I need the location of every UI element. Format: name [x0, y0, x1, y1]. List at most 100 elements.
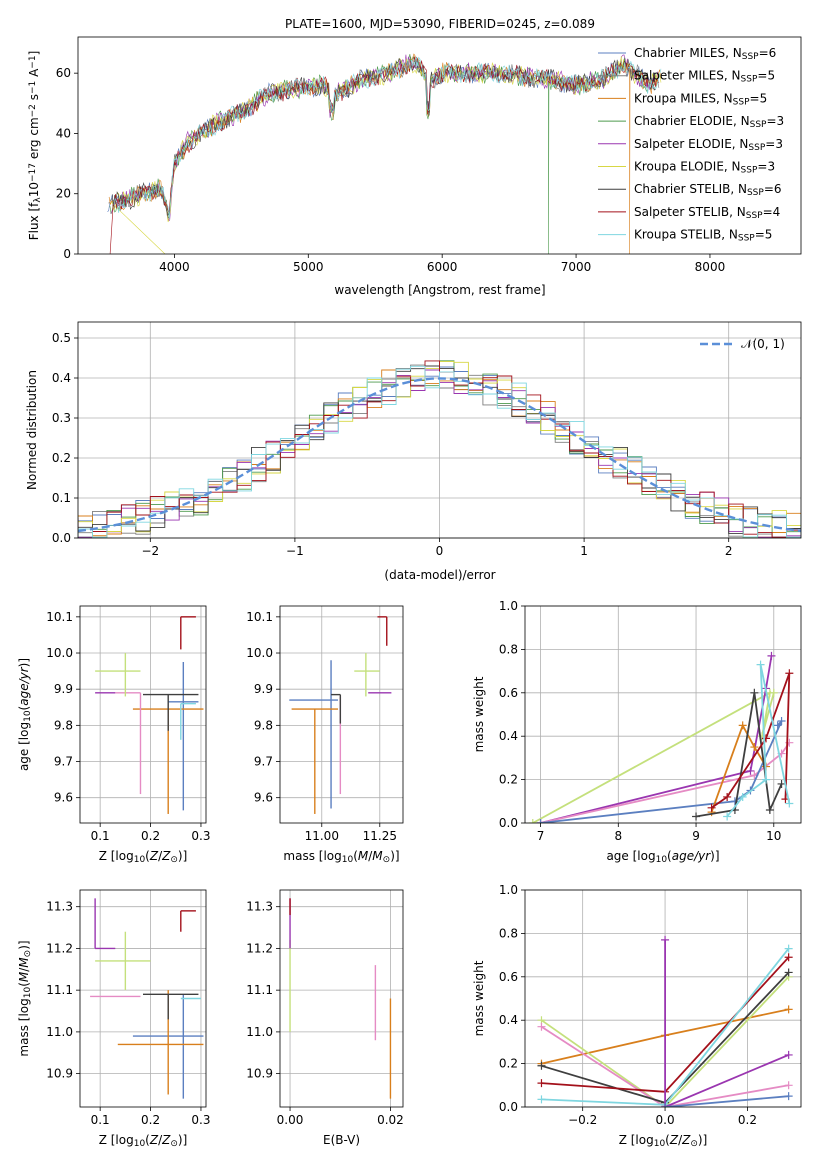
label-part: Z: [149, 849, 159, 863]
y-tick-label: 0.6: [499, 970, 518, 984]
weight-marker: [784, 1092, 793, 1101]
label-part: mass weight: [472, 960, 486, 1036]
legend-entry: Chabrier ELODIE, NSSP=3: [634, 114, 784, 130]
plot-area: [95, 616, 204, 814]
y-tick-label: 10.0: [246, 646, 273, 660]
label-part: SSP: [747, 188, 764, 198]
weight-marker: [738, 792, 747, 801]
label-part: (: [145, 1133, 150, 1147]
axes-residuals: −2 −1 0 1 2 0.0 0.1 0.2 0.3 0.4 0.5 (data-model)/er…: [25, 321, 802, 582]
weight-marker: [746, 766, 755, 775]
axes-frame: [79, 889, 207, 1108]
label-part: /: [678, 1133, 683, 1147]
axes-frame: [77, 36, 802, 255]
label-part: 10: [134, 1139, 146, 1149]
label-part: Z: [669, 1133, 679, 1147]
x-tick-label: 0.3: [191, 1113, 210, 1127]
label-part: A: [27, 68, 41, 81]
x-tick-label: 0.1: [91, 1113, 110, 1127]
weight-marker: [661, 935, 670, 944]
x-axis-label: wavelength [Angstrom, rest frame]: [334, 283, 545, 297]
weight-marker: [661, 1103, 670, 1107]
x-tick-label: 11.25: [363, 829, 397, 843]
axes-frame: [524, 889, 802, 1108]
x-axis-label: age [log10(age/yr)]: [606, 849, 719, 865]
plot-area: [78, 360, 801, 538]
y-tick-label: 0.2: [499, 773, 518, 787]
weight-marker: [784, 1005, 793, 1014]
label-part: ]: [27, 51, 41, 56]
y-tick-label: 10.0: [46, 646, 73, 660]
weight-marker: [738, 721, 747, 730]
label-part: SSP: [738, 234, 755, 244]
label-part: /: [17, 967, 31, 972]
y-axis-label: age [log10(age/yr)]: [17, 658, 33, 771]
y-tick-label: 0.0: [499, 1100, 518, 1114]
x-tick-label: 0.2: [738, 1113, 757, 1127]
weight-series: [540, 655, 773, 823]
label-part: Z: [161, 1133, 171, 1147]
axes-mass-weight-vs-Z: −0.2 0.0 0.20.00.20.40.60.81.0Z [log10(Z/Z…: [472, 883, 802, 1149]
label-part: /: [158, 1133, 163, 1147]
label-part: M: [358, 849, 369, 863]
label-part: age [log: [17, 722, 31, 771]
y-tick-label: 9.7: [254, 755, 273, 769]
x-axis-label: Z [log10(Z/Z⊙)]: [99, 1133, 188, 1149]
label-part: SSP: [748, 143, 765, 153]
weight-series: [540, 976, 790, 1107]
plot-area: [90, 898, 204, 1099]
axes-frame: [524, 605, 802, 824]
label-part: (: [17, 982, 31, 987]
label-part: =4: [763, 205, 781, 219]
label-part: −1: [28, 81, 38, 94]
y-tick-label: 9.9: [254, 682, 273, 696]
weight-marker: [692, 812, 701, 821]
legend-entry: Salpeter ELODIE, NSSP=3: [634, 137, 783, 153]
label-part: M: [17, 971, 31, 982]
y-tick-label: 0.0: [499, 816, 518, 830]
x-axis-label: Z [log10(Z/Z⊙)]: [619, 1133, 708, 1149]
weight-marker: [773, 721, 782, 730]
legend-entry: Kroupa MILES, NSSP=5: [634, 91, 767, 107]
weight-marker: [528, 819, 537, 823]
normal-curve: [78, 377, 801, 533]
label-part: =5: [750, 91, 768, 105]
label-part: )]: [710, 849, 719, 863]
label-part: ⊙: [23, 950, 33, 958]
label-part: ⊙: [170, 1139, 178, 1149]
y-tick-label: 1.0: [499, 599, 518, 613]
y-tick-label: 9.8: [254, 718, 273, 732]
weight-marker: [537, 1095, 546, 1104]
y-tick-label: 0.8: [499, 926, 518, 940]
label-part: Kroupa MILES, N: [634, 91, 733, 105]
y-tick-label: 11.1: [246, 983, 273, 997]
label-part: Z [log: [99, 849, 134, 863]
label-part: 10: [342, 855, 354, 865]
spectrum-line: [113, 56, 662, 219]
label-part: 10: [23, 987, 33, 999]
label-part: )]: [178, 849, 187, 863]
weight-marker: [537, 1022, 546, 1031]
label-part: (: [145, 849, 150, 863]
label-part: /: [368, 849, 373, 863]
label-part: erg cm: [27, 117, 41, 163]
label-part: =5: [755, 228, 773, 242]
weight-marker: [785, 669, 794, 678]
plot-area: [289, 898, 392, 1099]
y-tick-label: 0.4: [499, 729, 518, 743]
y-tick-label: 0: [63, 247, 71, 261]
x-tick-label: 6000: [427, 260, 458, 274]
y-tick-label: 1.0: [499, 883, 518, 897]
y-tick-label: 9.8: [54, 718, 73, 732]
x-axis-label: E(B-V): [323, 1133, 360, 1147]
x-axis-label: (data-model)/error: [384, 568, 495, 582]
plot-area: [289, 616, 392, 814]
axes-frame: [279, 605, 404, 824]
weight-marker: [723, 812, 732, 821]
label-part: Kroupa STELIB, N: [634, 228, 738, 242]
axes-mass-vs-EBV: 0.00 0.02 10.9 11.0 11.1 11.2 11.3 E(B-V): [246, 889, 404, 1147]
x-tick-label: 0: [436, 544, 444, 558]
label-part: 10: [23, 710, 33, 722]
